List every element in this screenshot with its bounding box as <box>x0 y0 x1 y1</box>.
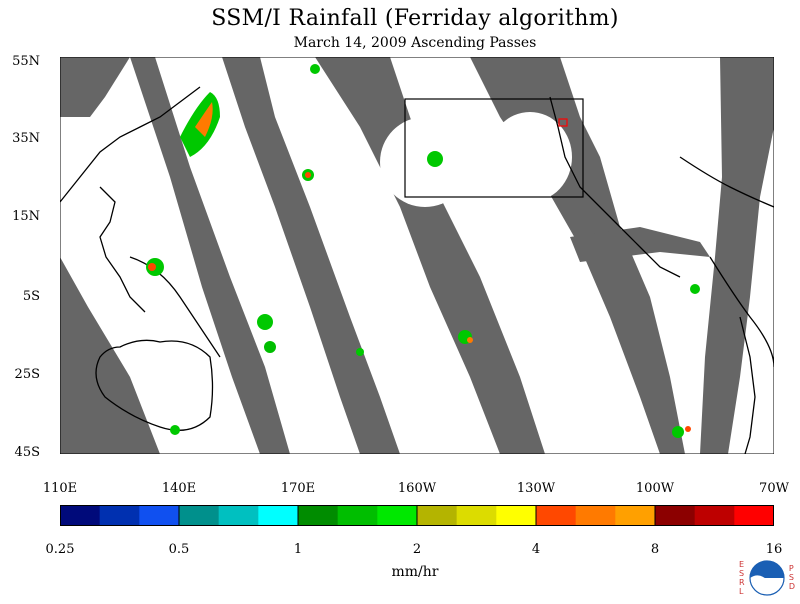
colorbar-swatch <box>417 505 458 526</box>
colorbar-swatch <box>60 505 101 526</box>
colorbar <box>59 505 775 526</box>
colorbar-label-1: 1 <box>293 542 303 557</box>
lat-label-55n: 55N <box>12 54 40 69</box>
colorbar-label-4: 4 <box>531 542 541 557</box>
colorbar-units: mm/hr <box>391 564 439 580</box>
lon-label-100w: 100W <box>635 481 675 496</box>
colorbar-swatch <box>298 505 339 526</box>
region-box <box>404 98 584 198</box>
lon-label-160w: 160W <box>397 481 437 496</box>
rainfall-map-svg <box>60 57 774 454</box>
coastlines <box>60 86 774 454</box>
swath-ovals <box>380 112 572 207</box>
colorbar-label-8: 8 <box>650 542 660 557</box>
colorbar-swatch <box>99 505 140 526</box>
map-title: SSM/I Rainfall (Ferriday algorithm) <box>211 6 619 31</box>
lon-label-110e: 110E <box>42 481 78 496</box>
rain-clusters <box>146 64 700 438</box>
marker-square <box>558 118 568 127</box>
lat-label-25s: 25S <box>14 367 40 382</box>
colorbar-swatch <box>496 505 537 526</box>
colorbar-swatch <box>615 505 656 526</box>
lon-label-130w: 130W <box>516 481 556 496</box>
lat-label-5s: 5S <box>22 289 40 304</box>
colorbar-swatch <box>694 505 735 526</box>
colorbar-swatch <box>179 505 220 526</box>
noaa-logo-icon <box>749 560 785 596</box>
lon-label-170e: 170E <box>280 481 316 496</box>
no-data-gaps <box>60 57 774 454</box>
colorbar-svg <box>59 505 775 526</box>
lat-label-35n: 35N <box>12 131 40 146</box>
colorbar-label-0-25: 0.25 <box>45 542 75 557</box>
colorbar-swatch <box>456 505 497 526</box>
colorbar-label-0-5: 0.5 <box>168 542 190 557</box>
colorbar-label-2: 2 <box>412 542 422 557</box>
colorbar-swatch <box>337 505 378 526</box>
lat-label-45s: 45S <box>14 445 40 460</box>
rainfall-map <box>60 57 774 454</box>
colorbar-swatch <box>139 505 180 526</box>
colorbar-label-16: 16 <box>765 542 783 557</box>
map-subtitle: March 14, 2009 Ascending Passes <box>293 35 537 51</box>
colorbar-swatch <box>536 505 577 526</box>
colorbar-swatch <box>734 505 775 526</box>
lon-label-70w: 70W <box>759 481 789 496</box>
colorbar-swatch <box>258 505 299 526</box>
colorbar-swatch <box>377 505 418 526</box>
lon-label-140e: 140E <box>161 481 197 496</box>
lat-label-15n: 15N <box>12 209 40 224</box>
colorbar-swatch <box>218 505 259 526</box>
colorbar-swatch <box>655 505 696 526</box>
colorbar-swatch <box>575 505 616 526</box>
